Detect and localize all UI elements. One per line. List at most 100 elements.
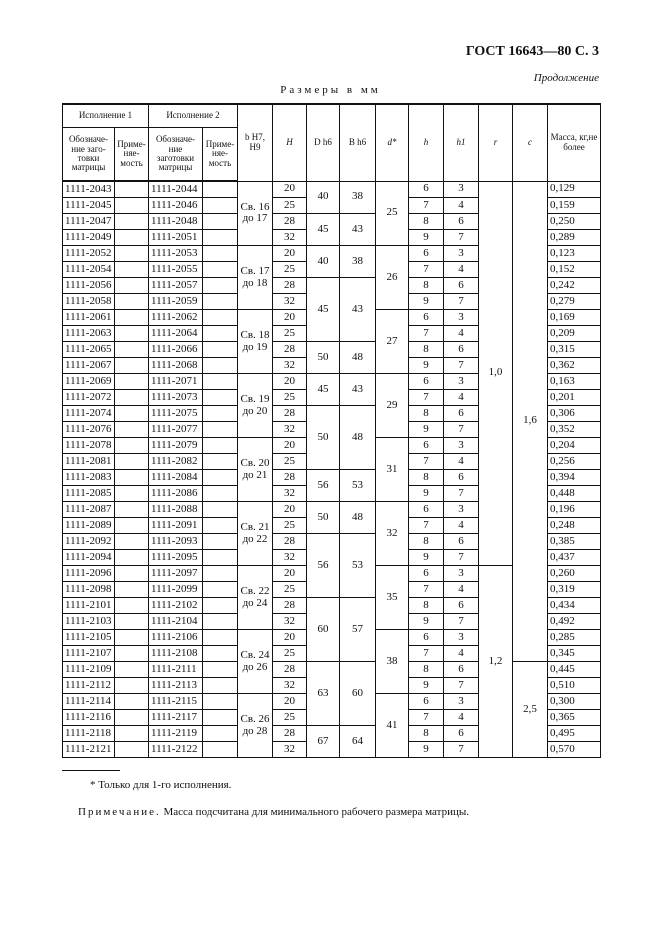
designation-1: 1111-2092 [62,533,115,550]
table-row: 1111-2114 1111-2115 Св. 26 до 28 20 41 6 3 0,30… [62,693,601,758]
B-value: 48 [339,405,376,470]
applicability-1 [114,309,149,326]
designation-2: 1111-2064 [148,325,203,342]
b-value: Св. 19 до 20 [237,373,273,438]
mass-value: 0,445 [547,661,601,678]
applicability-2 [202,373,238,390]
H-value: 20 [272,693,307,710]
applicability-2 [202,405,238,422]
applicability-2 [202,453,238,470]
h1-value: 4 [443,581,479,598]
designation-1: 1111-2087 [62,501,115,518]
applicability-1 [114,693,149,710]
d-value: 32 [375,501,409,566]
h-value: 8 [408,469,444,486]
designation-2: 1111-2111 [148,661,203,678]
h-value: 7 [408,197,444,214]
designation-1: 1111-2058 [62,293,115,310]
designation-2: 1111-2059 [148,293,203,310]
H-value: 25 [272,581,307,598]
D-value: 40 [306,245,340,278]
H-value: 28 [272,213,307,230]
mass-value: 0,279 [547,293,601,310]
H-value: 32 [272,677,307,694]
applicability-2 [202,501,238,518]
mass-value: 0,285 [547,629,601,646]
D-value: 56 [306,469,340,502]
table-row: 1111-2109 1111-2111 28 63 60 8 6 2,5 0,445 [62,661,601,758]
dimensions-table: Исполнение 1 Исполнение 2 b H7, H9 H D h… [62,103,601,758]
H-value: 28 [272,597,307,614]
table-row: 1111-2081 1111-2082 25 7 4 0,256 [62,453,601,470]
designation-1: 1111-2089 [62,517,115,534]
h-value: 7 [408,261,444,278]
D-value: 40 [306,180,340,214]
mass-value: 0,159 [547,197,601,214]
h-value: 6 [408,309,444,326]
designation-2: 1111-2075 [148,405,203,422]
applicability-1 [114,229,149,246]
mass-value: 0,570 [547,741,601,758]
table-row: 1111-2058 1111-2059 32 9 7 0,279 [62,293,601,310]
h-value: 9 [408,357,444,374]
applicability-2 [202,245,238,262]
h-value: 7 [408,453,444,470]
mass-value: 0,242 [547,277,601,294]
footnote-divider [62,770,120,771]
header-d: d* [375,103,409,182]
designation-2: 1111-2093 [148,533,203,550]
table-row: 1111-2101 1111-2102 28 60 57 8 6 0,434 [62,597,601,662]
designation-1: 1111-2056 [62,277,115,294]
mass-value: 0,385 [547,533,601,550]
applicability-2 [202,341,238,358]
mass-value: 0,289 [547,229,601,246]
c-value: 2,5 [512,661,548,758]
applicability-2 [202,469,238,486]
h1-value: 4 [443,389,479,406]
h1-value: 4 [443,197,479,214]
mass-value: 0,394 [547,469,601,486]
designation-2: 1111-2044 [148,180,203,198]
designation-1: 1111-2054 [62,261,115,278]
B-value: 64 [339,725,376,758]
B-value: 53 [339,533,376,598]
designation-2: 1111-2048 [148,213,203,230]
applicability-2 [202,581,238,598]
h1-value: 6 [443,341,479,358]
table-row: 1111-2045 1111-2046 25 7 4 0,159 [62,197,601,214]
applicability-1 [114,405,149,422]
h-value: 7 [408,389,444,406]
h1-value: 7 [443,357,479,374]
h1-value: 3 [443,437,479,454]
applicability-2 [202,421,238,438]
h-value: 8 [408,661,444,678]
H-value: 32 [272,229,307,246]
applicability-1 [114,549,149,566]
applicability-1 [114,725,149,742]
H-value: 32 [272,421,307,438]
header-variant-2: Исполнение 2 [148,103,238,128]
header-H: H [272,103,307,182]
mass-value: 0,315 [547,341,601,358]
D-value: 56 [306,533,340,598]
h1-value: 3 [443,245,479,262]
header-variant-1: Исполнение 1 [62,103,149,128]
H-value: 25 [272,389,307,406]
h-value: 9 [408,229,444,246]
designation-2: 1111-2046 [148,197,203,214]
designation-1: 1111-2098 [62,581,115,598]
applicability-2 [202,325,238,342]
applicability-1 [114,373,149,390]
h-value: 6 [408,180,444,198]
H-value: 20 [272,309,307,326]
designation-1: 1111-2083 [62,469,115,486]
h1-value: 7 [443,229,479,246]
h1-value: 3 [443,309,479,326]
applicability-2 [202,213,238,230]
h1-value: 4 [443,453,479,470]
d-value: 27 [375,309,409,374]
h1-value: 6 [443,405,479,422]
header-h1: h1 [443,103,479,182]
applicability-2 [202,309,238,326]
applicability-2 [202,229,238,246]
